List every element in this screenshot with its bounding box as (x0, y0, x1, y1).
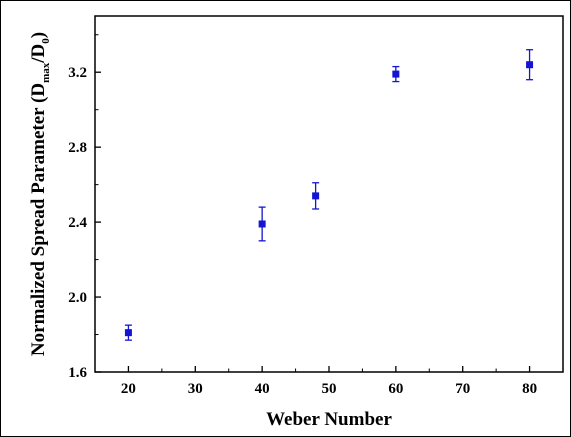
x-tick-label: 60 (388, 381, 403, 397)
y-axis-title-mid: /D (28, 44, 49, 64)
y-axis-title: Normalized Spread Parameter (Dmax/D0) (28, 32, 52, 356)
x-tick-label: 20 (121, 381, 136, 397)
square-marker (312, 192, 320, 200)
y-tick-label: 2.4 (68, 215, 87, 231)
y-axis-title-end: ) (28, 32, 49, 38)
x-tick-label: 50 (322, 381, 337, 397)
x-tick-label: 30 (188, 381, 203, 397)
data-point (312, 182, 320, 210)
x-axis: 20 30 40 50 60 70 80 (121, 366, 537, 397)
x-axis-title: Weber Number (266, 409, 392, 430)
y-tick-label: 2.0 (68, 290, 87, 306)
square-marker (124, 329, 132, 337)
y-tick-label: 2.8 (68, 140, 87, 156)
y-axis-title-main: Normalized Spread Parameter (D (28, 83, 49, 356)
square-marker (392, 70, 400, 78)
x-tick-label: 80 (522, 381, 537, 397)
y-tick-label: 1.6 (68, 365, 87, 381)
plot-area (94, 15, 564, 373)
x-tick-label: 70 (455, 381, 470, 397)
square-marker (258, 220, 266, 228)
y-tick-label: 3.2 (68, 65, 87, 81)
data-series (124, 49, 534, 341)
data-point (392, 65, 400, 83)
y-axis: 1.6 2.0 2.4 2.8 3.2 (68, 34, 101, 381)
square-marker (526, 61, 534, 69)
data-point (124, 324, 132, 341)
data-point (526, 49, 534, 81)
y-axis-title-sub-zero: 0 (40, 38, 52, 44)
x-tick-label: 40 (255, 381, 270, 397)
data-point (258, 206, 266, 242)
y-axis-title-sub-max: max (40, 62, 52, 83)
